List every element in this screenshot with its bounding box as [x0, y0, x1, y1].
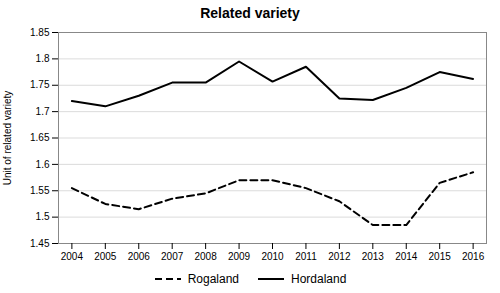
svg-text:1.65: 1.65 [30, 132, 50, 143]
svg-text:2014: 2014 [395, 251, 418, 262]
svg-text:2012: 2012 [328, 251, 351, 262]
svg-text:2008: 2008 [195, 251, 218, 262]
svg-text:1.85: 1.85 [30, 27, 50, 38]
svg-text:1.8: 1.8 [36, 53, 50, 64]
svg-text:1.75: 1.75 [30, 79, 50, 90]
svg-text:1.6: 1.6 [36, 159, 50, 170]
svg-text:2006: 2006 [128, 251, 151, 262]
svg-text:2010: 2010 [261, 251, 284, 262]
svg-text:2005: 2005 [94, 251, 117, 262]
svg-text:Unit of related variety: Unit of related variety [2, 91, 13, 186]
svg-text:2007: 2007 [161, 251, 184, 262]
svg-text:1.5: 1.5 [36, 211, 50, 222]
html-text:Related variety: Related variety [200, 5, 300, 21]
html-text:Hordaland: Hordaland [291, 272, 347, 286]
svg-text:2013: 2013 [362, 251, 385, 262]
svg-text:1.45: 1.45 [30, 238, 50, 249]
svg-text:1.7: 1.7 [36, 106, 50, 117]
svg-text:2011: 2011 [295, 251, 317, 262]
svg-text:2016: 2016 [462, 251, 485, 262]
svg-text:2009: 2009 [228, 251, 251, 262]
svg-text:2015: 2015 [429, 251, 452, 262]
svg-text:2004: 2004 [61, 251, 84, 262]
html-text:Rogaland: Rogaland [187, 272, 239, 286]
svg-text:1.55: 1.55 [30, 185, 50, 196]
